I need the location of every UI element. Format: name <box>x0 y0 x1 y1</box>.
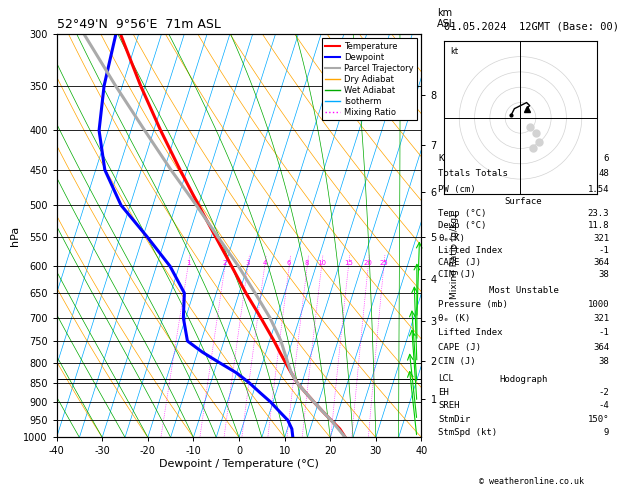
Text: Lifted Index: Lifted Index <box>438 246 503 255</box>
Text: 01.05.2024  12GMT (Base: 00): 01.05.2024 12GMT (Base: 00) <box>444 22 619 32</box>
Text: km
ASL: km ASL <box>437 8 455 29</box>
Text: -1: -1 <box>598 246 609 255</box>
Legend: Temperature, Dewpoint, Parcel Trajectory, Dry Adiabat, Wet Adiabat, Isotherm, Mi: Temperature, Dewpoint, Parcel Trajectory… <box>322 38 417 121</box>
Text: 364: 364 <box>593 343 609 351</box>
Text: StmSpd (kt): StmSpd (kt) <box>438 428 498 436</box>
Text: 4: 4 <box>262 260 267 266</box>
Text: PW (cm): PW (cm) <box>438 185 476 194</box>
Text: 48: 48 <box>598 169 609 178</box>
Text: 9: 9 <box>604 428 609 436</box>
Text: LCL: LCL <box>438 375 453 383</box>
Text: EH: EH <box>438 388 449 397</box>
Text: 1: 1 <box>186 260 191 266</box>
Text: 38: 38 <box>598 270 609 279</box>
Text: 321: 321 <box>593 234 609 243</box>
Text: Mixing Ratio (g/kg): Mixing Ratio (g/kg) <box>450 213 459 299</box>
Text: CIN (J): CIN (J) <box>438 270 476 279</box>
Text: 38: 38 <box>598 357 609 366</box>
Text: 1.54: 1.54 <box>587 185 609 194</box>
Text: SREH: SREH <box>438 401 460 410</box>
Text: Temp (°C): Temp (°C) <box>438 209 487 218</box>
Text: 52°49'N  9°56'E  71m ASL: 52°49'N 9°56'E 71m ASL <box>57 18 221 32</box>
Text: 25: 25 <box>379 260 388 266</box>
Text: 8: 8 <box>305 260 309 266</box>
Text: Lifted Index: Lifted Index <box>438 329 503 337</box>
Text: 364: 364 <box>593 258 609 267</box>
Text: 23.3: 23.3 <box>587 209 609 218</box>
Text: -2: -2 <box>598 388 609 397</box>
Text: 3: 3 <box>245 260 250 266</box>
Text: 321: 321 <box>593 314 609 323</box>
Text: © weatheronline.co.uk: © weatheronline.co.uk <box>479 477 584 486</box>
Text: 6: 6 <box>287 260 291 266</box>
Text: 15: 15 <box>344 260 353 266</box>
Text: Surface: Surface <box>505 197 542 206</box>
Text: 20: 20 <box>364 260 372 266</box>
Text: Dewp (°C): Dewp (°C) <box>438 222 487 230</box>
Text: 1000: 1000 <box>587 300 609 309</box>
Text: Pressure (mb): Pressure (mb) <box>438 300 508 309</box>
Text: Most Unstable: Most Unstable <box>489 286 559 295</box>
Text: 11.8: 11.8 <box>587 222 609 230</box>
Text: Hodograph: Hodograph <box>499 375 548 384</box>
Text: CAPE (J): CAPE (J) <box>438 258 481 267</box>
Text: StmDir: StmDir <box>438 415 470 423</box>
Text: θₑ(K): θₑ(K) <box>438 234 465 243</box>
Text: -4: -4 <box>598 401 609 410</box>
Text: kt: kt <box>450 47 458 55</box>
Text: 150°: 150° <box>587 415 609 423</box>
Text: -1: -1 <box>598 329 609 337</box>
X-axis label: Dewpoint / Temperature (°C): Dewpoint / Temperature (°C) <box>159 459 319 469</box>
Y-axis label: hPa: hPa <box>10 226 20 246</box>
Text: CAPE (J): CAPE (J) <box>438 343 481 351</box>
Text: 2: 2 <box>223 260 227 266</box>
Text: θₑ (K): θₑ (K) <box>438 314 470 323</box>
Text: CIN (J): CIN (J) <box>438 357 476 366</box>
Text: Totals Totals: Totals Totals <box>438 169 508 178</box>
Text: K: K <box>438 154 443 163</box>
Text: 10: 10 <box>317 260 326 266</box>
Text: 6: 6 <box>604 154 609 163</box>
